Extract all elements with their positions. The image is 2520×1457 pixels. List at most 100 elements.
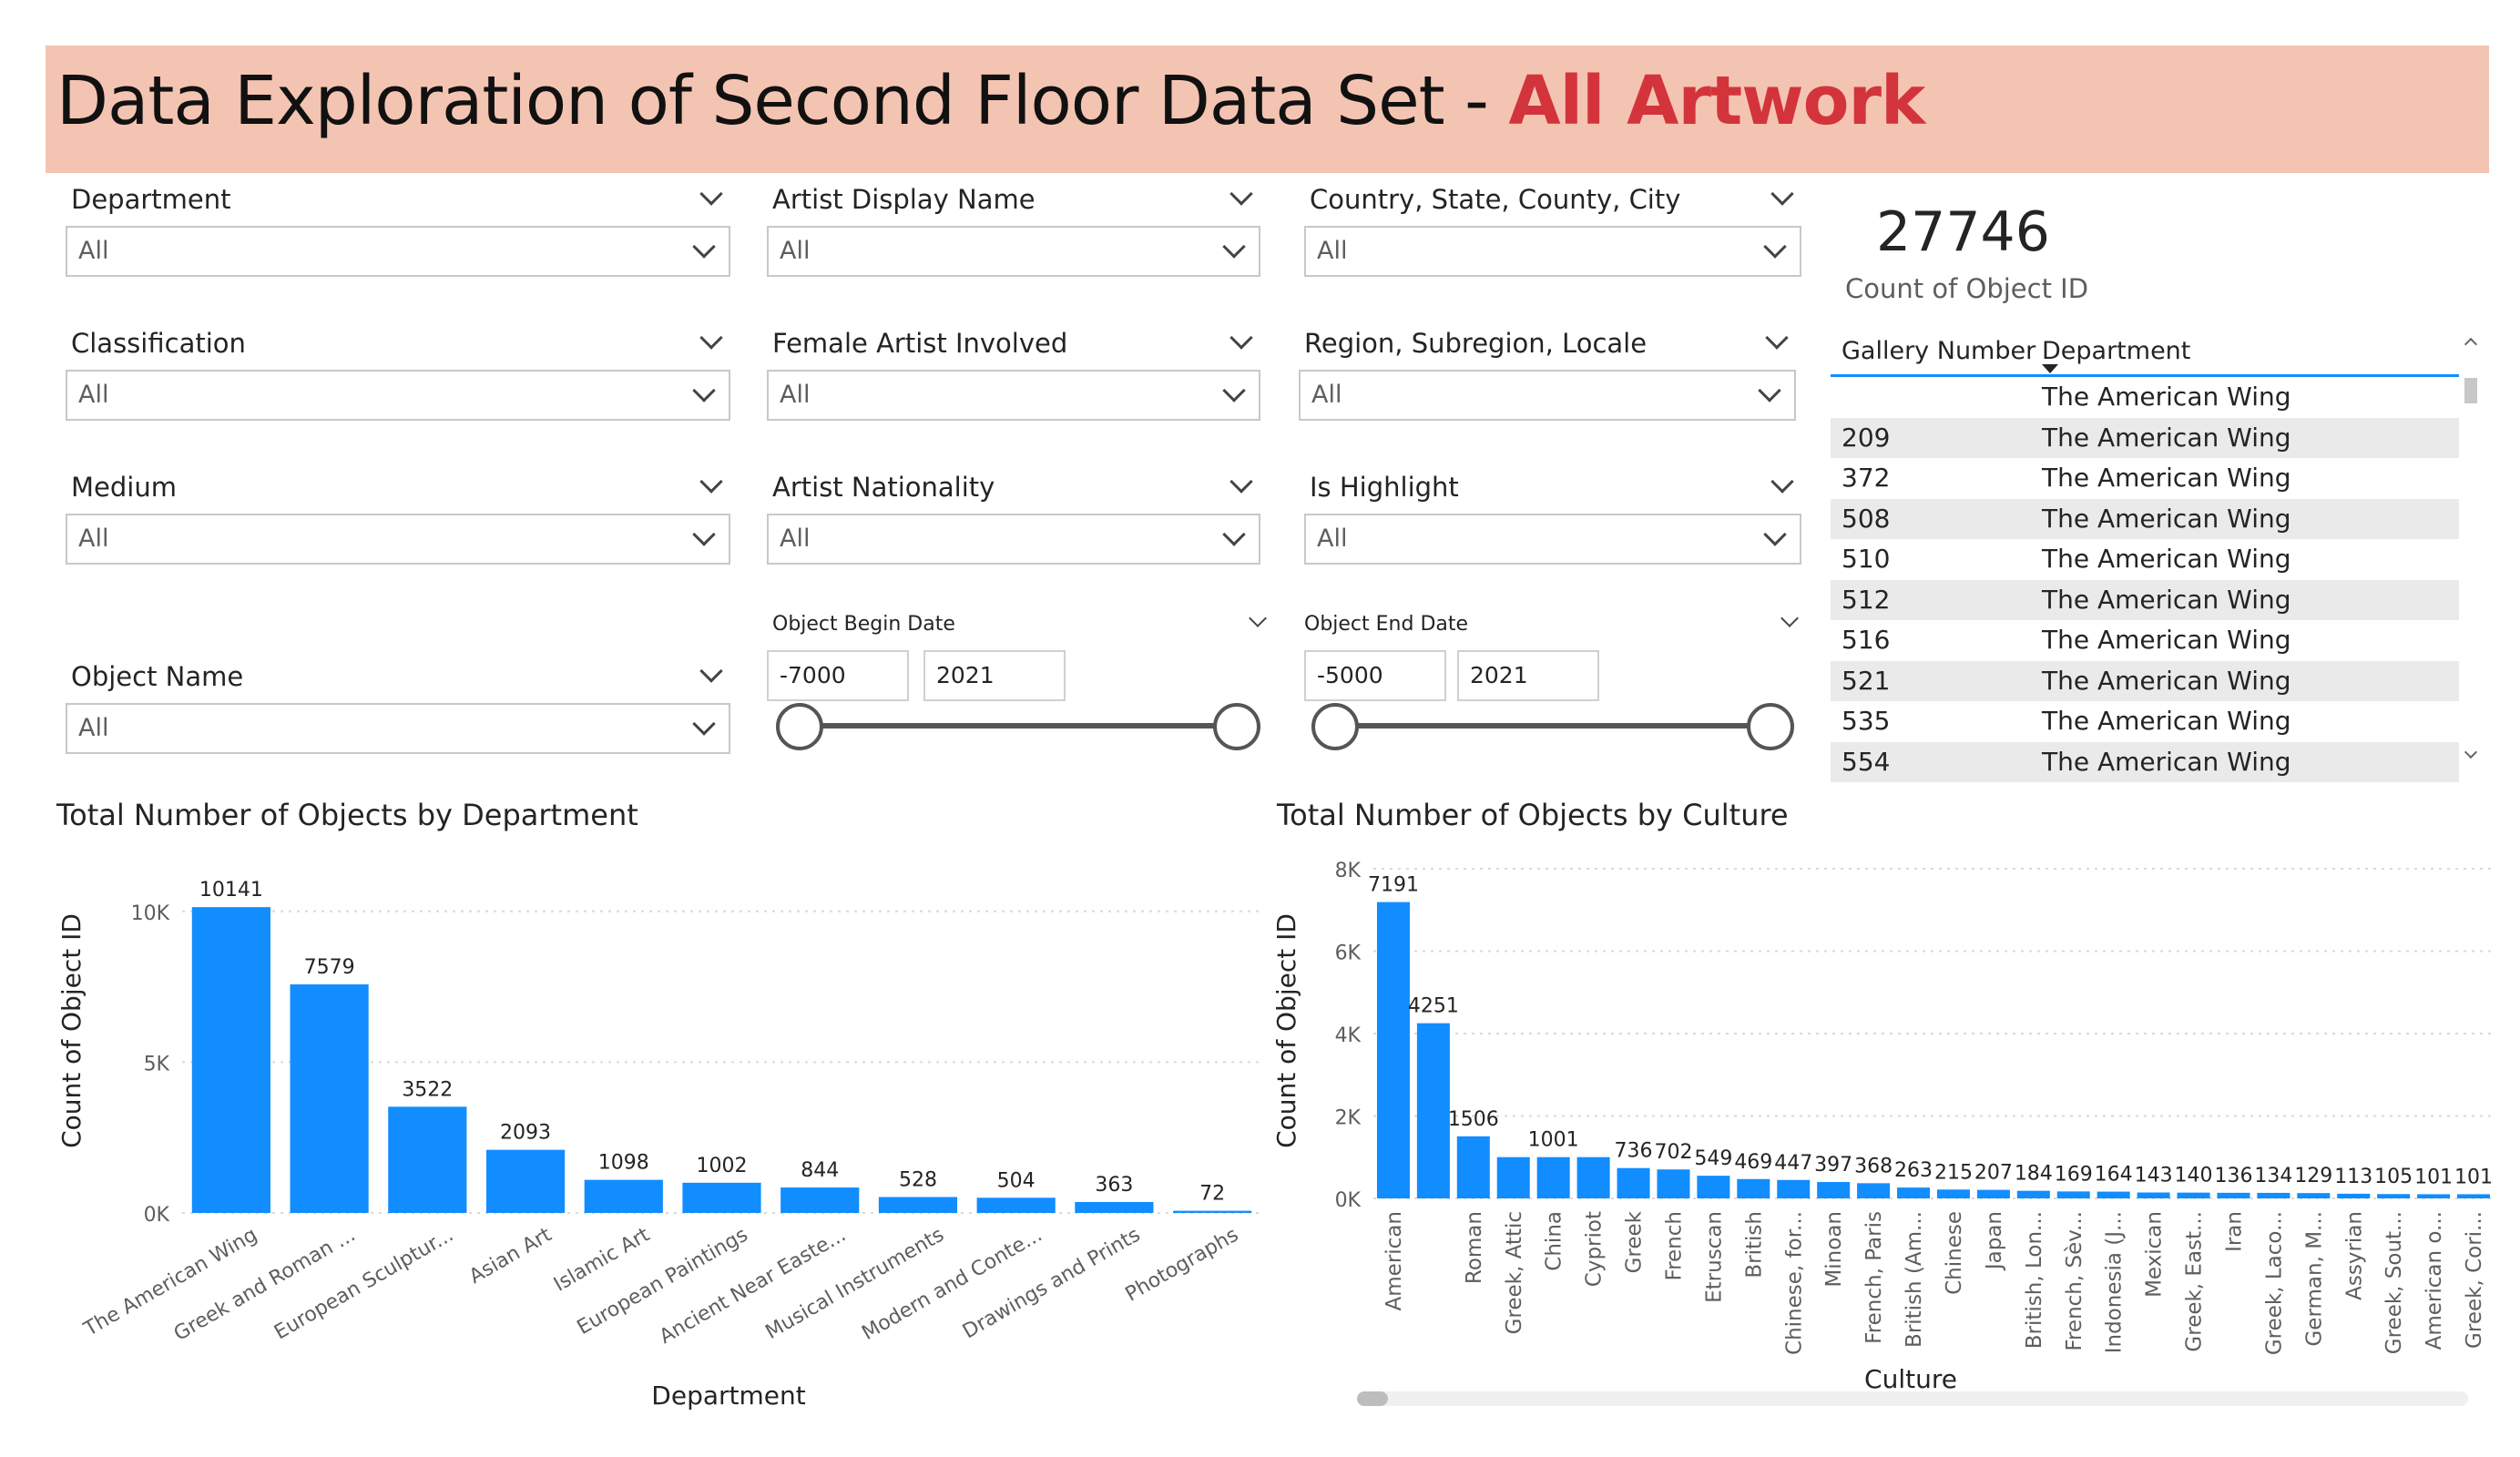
range-track[interactable]: [798, 723, 1244, 728]
slicer-dropdown[interactable]: All: [767, 514, 1260, 565]
slicer-header[interactable]: Is Highlight: [1304, 464, 1801, 510]
slicer-is-highlight[interactable]: Is Highlight All: [1304, 464, 1801, 565]
chevron-down-icon[interactable]: [1249, 609, 1267, 627]
slicer-value: All: [78, 237, 109, 265]
slicer-country-state-county-city[interactable]: Country, State, County, City All: [1304, 177, 1801, 277]
slicer-dropdown[interactable]: All: [66, 370, 730, 421]
x-tick-label: British, Lon...: [2023, 1211, 2046, 1349]
table-row[interactable]: 209 The American Wing: [1831, 417, 2459, 458]
date-to-input[interactable]: 2021: [923, 650, 1066, 701]
chevron-down-icon[interactable]: [1763, 523, 1787, 546]
range-track[interactable]: [1335, 723, 1791, 728]
chevron-down-icon[interactable]: [692, 379, 716, 402]
slicer-female-artist-involved[interactable]: Female Artist Involved All: [767, 321, 1260, 421]
slicer-header[interactable]: Artist Display Name: [767, 177, 1260, 222]
table-row[interactable]: 516 The American Wing: [1831, 620, 2459, 661]
slicer-dropdown[interactable]: All: [767, 226, 1260, 277]
chevron-down-icon[interactable]: [1780, 609, 1799, 627]
chevron-down-icon[interactable]: [1229, 470, 1253, 494]
slicer-classification[interactable]: Classification All: [66, 321, 730, 421]
chevron-down-icon[interactable]: [1222, 523, 1246, 546]
chevron-down-icon[interactable]: [692, 712, 716, 736]
slicer-header[interactable]: Country, State, County, City: [1304, 177, 1801, 222]
slicer-region-subregion-locale[interactable]: Region, Subregion, Locale All: [1299, 321, 1796, 421]
range-handle-end[interactable]: [1747, 703, 1794, 750]
table-scrollbar[interactable]: [2459, 332, 2483, 769]
table-row[interactable]: 521 The American Wing: [1831, 660, 2459, 701]
slicer-header[interactable]: Department: [66, 177, 730, 222]
x-tick-label: Mexican: [2143, 1211, 2167, 1298]
x-tick-label: Greek, East...: [2183, 1211, 2207, 1352]
date-to-input[interactable]: 2021: [1457, 650, 1599, 701]
bar: [584, 1179, 663, 1213]
chevron-down-icon[interactable]: [1770, 182, 1794, 206]
slicer-dropdown[interactable]: All: [66, 226, 730, 277]
slicer-dropdown[interactable]: All: [1304, 226, 1801, 277]
range-handle-start[interactable]: [1311, 703, 1359, 750]
chart-horizontal-scrollbar[interactable]: [1357, 1391, 2468, 1406]
chevron-down-icon[interactable]: [1222, 235, 1246, 259]
chevron-down-icon[interactable]: [1229, 182, 1253, 206]
scroll-up-icon[interactable]: [2464, 337, 2478, 352]
data-label: 129: [2294, 1165, 2332, 1187]
chevron-down-icon[interactable]: [699, 326, 723, 350]
slicer-artist-nationality[interactable]: Artist Nationality All: [767, 464, 1260, 565]
cell-department: The American Wing: [2042, 665, 2291, 696]
slicer-dropdown[interactable]: All: [767, 370, 1260, 421]
slicer-header[interactable]: Medium: [66, 464, 730, 510]
chevron-down-icon[interactable]: [699, 470, 723, 494]
slicer-header[interactable]: Object End Date: [1299, 606, 1809, 643]
chevron-down-icon[interactable]: [1222, 379, 1246, 402]
bar: [1857, 1183, 1891, 1198]
chevron-down-icon[interactable]: [1763, 235, 1787, 259]
scroll-down-icon[interactable]: [2464, 745, 2478, 759]
chevron-down-icon[interactable]: [692, 523, 716, 546]
table-row[interactable]: 554 The American Wing: [1831, 741, 2459, 782]
slicer-dropdown[interactable]: All: [1304, 514, 1801, 565]
chevron-down-icon[interactable]: [1758, 379, 1781, 402]
range-handle-start[interactable]: [776, 703, 823, 750]
kpi-label: Count of Object ID: [1845, 273, 2089, 304]
slicer-object-name[interactable]: Object Name All: [66, 654, 730, 754]
scroll-thumb[interactable]: [2464, 378, 2477, 403]
table-row[interactable]: 512 The American Wing: [1831, 579, 2459, 620]
slicer-header[interactable]: Object Begin Date: [767, 606, 1277, 643]
slicer-artist-display-name[interactable]: Artist Display Name All: [767, 177, 1260, 277]
table-row[interactable]: 508 The American Wing: [1831, 498, 2459, 539]
slicer-medium[interactable]: Medium All: [66, 464, 730, 565]
y-tick-label: 6K: [1335, 942, 1362, 965]
slicer-header[interactable]: Region, Subregion, Locale: [1299, 321, 1796, 366]
table-row[interactable]: 372 The American Wing: [1831, 458, 2459, 499]
slicer-dropdown[interactable]: All: [1299, 370, 1796, 421]
column-header-department[interactable]: Department: [2042, 337, 2191, 365]
date-from-input[interactable]: -7000: [767, 650, 909, 701]
column-header-gallery-number[interactable]: Gallery Number: [1842, 337, 2036, 365]
data-label: 2093: [500, 1122, 551, 1145]
table-row[interactable]: 510 The American Wing: [1831, 539, 2459, 580]
slicer-object-end-date[interactable]: Object End Date -5000 2021: [1299, 606, 1809, 750]
date-from-input[interactable]: -5000: [1304, 650, 1446, 701]
range-handle-end[interactable]: [1213, 703, 1260, 750]
slicer-dropdown[interactable]: All: [66, 514, 730, 565]
table-row[interactable]: 535 The American Wing: [1831, 701, 2459, 742]
slicer-header[interactable]: Female Artist Involved: [767, 321, 1260, 366]
slicer-header[interactable]: Classification: [66, 321, 730, 366]
slicer-department[interactable]: Department All: [66, 177, 730, 277]
chevron-down-icon[interactable]: [1770, 470, 1794, 494]
chevron-down-icon[interactable]: [1229, 326, 1253, 350]
table-row[interactable]: The American Wing: [1831, 377, 2459, 418]
slicer-object-begin-date[interactable]: Object Begin Date -7000 2021: [767, 606, 1277, 750]
slicer-label: Classification: [71, 328, 246, 359]
chevron-down-icon[interactable]: [699, 182, 723, 206]
slicer-header[interactable]: Object Name: [66, 654, 730, 699]
chevron-down-icon[interactable]: [699, 659, 723, 683]
data-label: 368: [1854, 1155, 1893, 1177]
slicer-header[interactable]: Artist Nationality: [767, 464, 1260, 510]
scroll-thumb[interactable]: [1357, 1391, 1388, 1406]
data-label: 469: [1734, 1151, 1772, 1174]
slicer-dropdown[interactable]: All: [66, 703, 730, 754]
chevron-down-icon[interactable]: [692, 235, 716, 259]
department-bar-chart: 0K 5K 10K 10141 The American Wing 7579 Greek a…: [56, 879, 1261, 1411]
chevron-down-icon[interactable]: [1765, 326, 1789, 350]
